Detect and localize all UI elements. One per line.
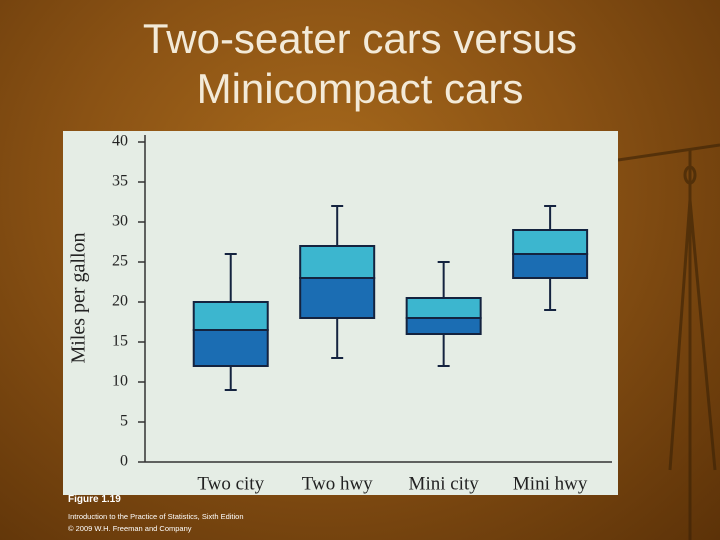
book-caption: Introduction to the Practice of Statisti… bbox=[68, 512, 244, 521]
box-upper bbox=[405, 297, 482, 319]
box-upper bbox=[192, 301, 269, 331]
box-lower bbox=[299, 277, 376, 319]
copyright-caption: © 2009 W.H. Freeman and Company bbox=[68, 524, 192, 533]
slide-title: Two-seater cars versus Minicompact cars bbox=[142, 15, 578, 112]
y-tick-label: 30 bbox=[112, 213, 128, 230]
box-upper bbox=[512, 229, 589, 255]
box-lower bbox=[512, 253, 589, 279]
y-axis-label: Miles per gallon bbox=[68, 232, 90, 363]
scale-decoration bbox=[617, 143, 720, 540]
box-lower bbox=[192, 329, 269, 367]
y-tick-label: 0 bbox=[120, 453, 128, 470]
y-tick-label: 40 bbox=[112, 133, 128, 150]
y-tick-label: 35 bbox=[112, 173, 128, 190]
x-tick-label: Mini hwy bbox=[513, 473, 588, 494]
box-lower bbox=[405, 317, 482, 335]
x-tick-label: Two hwy bbox=[302, 473, 373, 494]
y-tick-label: 5 bbox=[120, 413, 128, 430]
y-tick-label: 15 bbox=[112, 333, 128, 350]
x-tick-label: Two city bbox=[197, 473, 264, 494]
x-tick-label: Mini city bbox=[409, 473, 480, 494]
box-upper bbox=[299, 245, 376, 279]
y-tick-label: 10 bbox=[112, 373, 128, 390]
y-tick-label: 20 bbox=[112, 293, 128, 310]
figure-caption: Figure 1.19 bbox=[68, 494, 121, 505]
y-tick-label: 25 bbox=[112, 253, 128, 270]
